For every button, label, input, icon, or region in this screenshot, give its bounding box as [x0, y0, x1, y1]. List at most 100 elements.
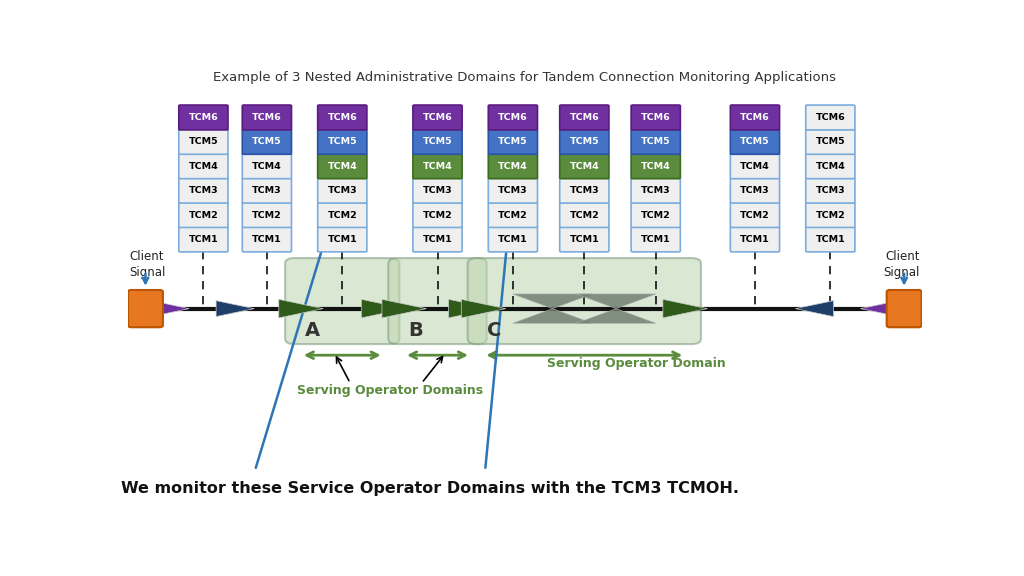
FancyBboxPatch shape	[631, 105, 680, 130]
Text: TCM2: TCM2	[569, 211, 599, 219]
FancyBboxPatch shape	[285, 258, 399, 344]
Text: TCM2: TCM2	[188, 211, 218, 219]
FancyBboxPatch shape	[128, 290, 163, 327]
FancyBboxPatch shape	[413, 154, 462, 179]
FancyBboxPatch shape	[730, 154, 779, 179]
Text: TCM4: TCM4	[252, 162, 282, 170]
FancyBboxPatch shape	[243, 154, 292, 179]
FancyBboxPatch shape	[243, 130, 292, 154]
FancyBboxPatch shape	[413, 227, 462, 252]
Text: TCM2: TCM2	[641, 211, 671, 219]
Text: B: B	[408, 321, 423, 340]
Text: TCM1: TCM1	[188, 235, 218, 244]
Text: TCM2: TCM2	[740, 211, 770, 219]
Text: TCM6: TCM6	[569, 113, 599, 122]
Polygon shape	[449, 300, 494, 318]
Text: TCM4: TCM4	[569, 162, 599, 170]
Text: A: A	[304, 321, 319, 340]
Text: TCM5: TCM5	[569, 137, 599, 146]
FancyBboxPatch shape	[730, 178, 779, 203]
Text: Client
Signal: Client Signal	[130, 250, 166, 279]
Polygon shape	[461, 300, 506, 318]
FancyBboxPatch shape	[730, 227, 779, 252]
FancyBboxPatch shape	[806, 154, 855, 179]
Text: Serving Operator Domain: Serving Operator Domain	[547, 357, 725, 370]
Text: TCM4: TCM4	[815, 162, 845, 170]
FancyBboxPatch shape	[488, 203, 538, 228]
FancyBboxPatch shape	[488, 130, 538, 154]
FancyBboxPatch shape	[631, 154, 680, 179]
Text: TCM1: TCM1	[569, 235, 599, 244]
Text: TCM2: TCM2	[498, 211, 527, 219]
Text: TCM2: TCM2	[815, 211, 845, 219]
Text: TCM5: TCM5	[252, 137, 282, 146]
Polygon shape	[577, 309, 655, 323]
Text: TCM3: TCM3	[740, 186, 770, 195]
Polygon shape	[577, 294, 655, 309]
Text: TCM3: TCM3	[641, 186, 671, 195]
Text: We monitor these Service Operator Domains with the TCM3 TCMOH.: We monitor these Service Operator Domain…	[121, 481, 738, 496]
FancyBboxPatch shape	[806, 203, 855, 228]
Text: Serving Operator Domains: Serving Operator Domains	[297, 384, 483, 397]
FancyBboxPatch shape	[806, 227, 855, 252]
Polygon shape	[513, 294, 592, 309]
Polygon shape	[361, 300, 406, 318]
Text: Client
Signal: Client Signal	[884, 250, 920, 279]
Text: TCM4: TCM4	[740, 162, 770, 170]
FancyBboxPatch shape	[317, 227, 367, 252]
Text: TCM6: TCM6	[641, 113, 671, 122]
FancyBboxPatch shape	[243, 203, 292, 228]
FancyBboxPatch shape	[560, 203, 609, 228]
FancyBboxPatch shape	[468, 258, 701, 344]
FancyBboxPatch shape	[730, 203, 779, 228]
Text: TCM6: TCM6	[423, 113, 453, 122]
FancyBboxPatch shape	[488, 178, 538, 203]
Text: TCM6: TCM6	[815, 113, 845, 122]
FancyBboxPatch shape	[179, 130, 228, 154]
Polygon shape	[513, 309, 592, 323]
FancyBboxPatch shape	[560, 105, 609, 130]
FancyBboxPatch shape	[806, 130, 855, 154]
FancyBboxPatch shape	[179, 154, 228, 179]
Text: TCM1: TCM1	[328, 235, 357, 244]
Text: TCM4: TCM4	[423, 162, 453, 170]
FancyBboxPatch shape	[730, 105, 779, 130]
FancyBboxPatch shape	[317, 203, 367, 228]
Text: TCM4: TCM4	[641, 162, 671, 170]
Text: TCM4: TCM4	[498, 162, 527, 170]
FancyBboxPatch shape	[179, 227, 228, 252]
FancyBboxPatch shape	[806, 178, 855, 203]
Text: TCM4: TCM4	[188, 162, 218, 170]
Text: TCM6: TCM6	[328, 113, 357, 122]
FancyBboxPatch shape	[317, 178, 367, 203]
Text: TCM5: TCM5	[815, 137, 845, 146]
FancyBboxPatch shape	[560, 227, 609, 252]
FancyBboxPatch shape	[560, 178, 609, 203]
Text: TCM3: TCM3	[252, 186, 282, 195]
FancyBboxPatch shape	[488, 105, 538, 130]
FancyBboxPatch shape	[631, 130, 680, 154]
FancyBboxPatch shape	[317, 105, 367, 130]
FancyBboxPatch shape	[631, 178, 680, 203]
Text: TCM2: TCM2	[423, 211, 453, 219]
Text: TCM2: TCM2	[252, 211, 282, 219]
FancyBboxPatch shape	[806, 105, 855, 130]
FancyBboxPatch shape	[243, 178, 292, 203]
FancyBboxPatch shape	[631, 203, 680, 228]
FancyBboxPatch shape	[413, 178, 462, 203]
Polygon shape	[279, 300, 324, 318]
Text: TCM5: TCM5	[641, 137, 671, 146]
Polygon shape	[155, 301, 189, 316]
FancyBboxPatch shape	[317, 154, 367, 179]
FancyBboxPatch shape	[488, 227, 538, 252]
Text: TCM3: TCM3	[569, 186, 599, 195]
Text: TCM6: TCM6	[252, 113, 282, 122]
Text: TCM5: TCM5	[498, 137, 527, 146]
Text: TCM5: TCM5	[740, 137, 770, 146]
Text: TCM2: TCM2	[328, 211, 357, 219]
Text: TCM3: TCM3	[188, 186, 218, 195]
Text: TCM6: TCM6	[188, 113, 218, 122]
FancyBboxPatch shape	[243, 227, 292, 252]
Polygon shape	[796, 301, 834, 317]
Text: TCM3: TCM3	[815, 186, 845, 195]
